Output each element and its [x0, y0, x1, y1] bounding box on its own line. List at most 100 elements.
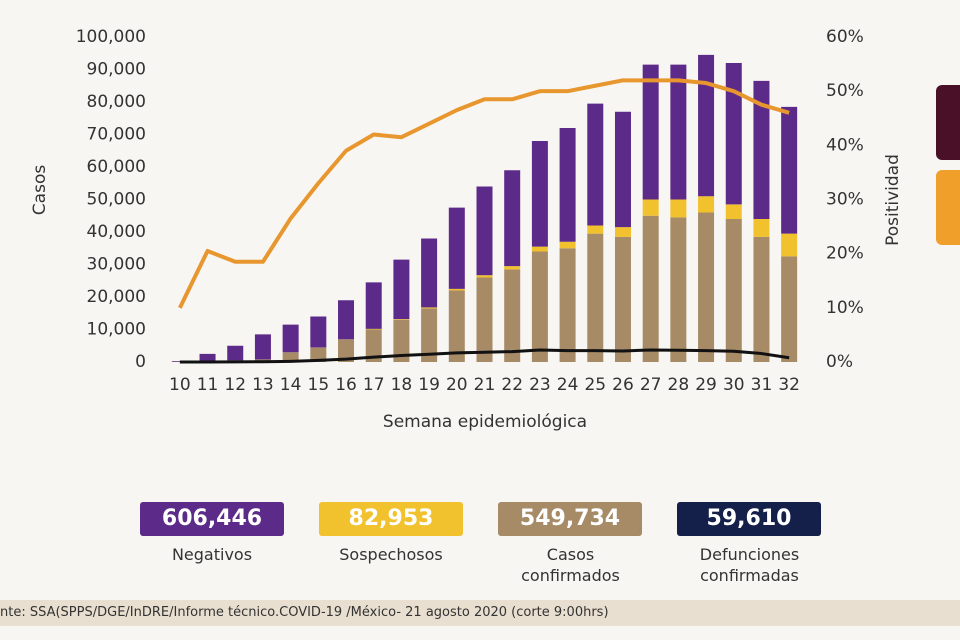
- bar-segment: [559, 241, 576, 249]
- bar-segment: [365, 282, 382, 329]
- bar-segment: [393, 319, 410, 362]
- bar-segment: [698, 54, 715, 197]
- total-label: Negativos: [171, 545, 253, 564]
- x-tick-label: 17: [363, 375, 385, 395]
- bar-segment: [781, 106, 798, 234]
- bar-segment: [476, 275, 493, 278]
- bar-segment: [227, 345, 244, 361]
- x-tick-label: 22: [501, 375, 523, 395]
- bar-segment: [753, 219, 770, 237]
- y-tick-label: 70,000: [87, 125, 146, 145]
- y2-axis-label: Positividad: [883, 154, 903, 246]
- bar-segment: [338, 339, 355, 362]
- bar-segment: [421, 308, 438, 362]
- y2-tick-label: 50%: [826, 81, 864, 101]
- x-tick-label: 29: [695, 375, 717, 395]
- x-tick-label: 23: [529, 375, 551, 395]
- y-tick-label: 60,000: [87, 157, 146, 177]
- x-tick-label: 10: [169, 375, 191, 395]
- bar-segment: [698, 196, 715, 213]
- bar-segment: [614, 111, 631, 228]
- footer: nte: SSA(SPPS/DGE/InDRE/Informe técnico.…: [0, 600, 960, 626]
- x-tick-label: 26: [612, 375, 634, 395]
- bar-segment: [448, 288, 465, 291]
- bar-segment: [365, 328, 382, 330]
- bar-segment: [310, 316, 327, 348]
- bar-segment: [670, 64, 687, 200]
- line-series: [178, 78, 790, 309]
- y-tick-label: 30,000: [87, 255, 146, 275]
- total-box: 59,610: [677, 502, 821, 536]
- bar-segment: [587, 103, 604, 226]
- x-tick-label: 19: [418, 375, 440, 395]
- bar-segment: [753, 236, 770, 362]
- bar-segment: [614, 236, 631, 362]
- y-tick-label: 100,000: [76, 27, 146, 47]
- y2-tick-label: 0%: [826, 352, 853, 372]
- x-tick-label: 24: [557, 375, 579, 395]
- bar-segment: [282, 324, 299, 353]
- x-tick-label: 28: [668, 375, 690, 395]
- line-series: [179, 348, 790, 364]
- x-tick-label: 13: [252, 375, 274, 395]
- bar-segment: [531, 141, 548, 247]
- bar-segment: [559, 248, 576, 362]
- bar-segment: [642, 64, 659, 200]
- y-tick-label: 10,000: [87, 320, 146, 340]
- bar-segment: [448, 290, 465, 362]
- bar-segment: [587, 225, 604, 234]
- x-tick-label: 15: [308, 375, 330, 395]
- total-label: Sospechosos: [339, 545, 443, 564]
- bar-segment: [310, 347, 327, 362]
- x-tick-label: 16: [335, 375, 357, 395]
- x-tick-label: 27: [640, 375, 662, 395]
- x-tick-label: 14: [280, 375, 302, 395]
- bar-segment: [725, 204, 742, 219]
- bar-segment: [448, 207, 465, 289]
- total-box: 549,734: [498, 502, 642, 536]
- total-label: Defunciones confirmadas: [699, 545, 800, 585]
- bar-segment: [504, 269, 521, 362]
- bar-segment: [338, 300, 355, 340]
- bar-segment: [282, 352, 299, 362]
- y2-tick-label: 20%: [826, 244, 864, 264]
- bar-segment: [476, 186, 493, 276]
- bar-segment: [421, 238, 438, 308]
- y-tick-label: 90,000: [87, 60, 146, 80]
- bar-segment: [365, 329, 382, 362]
- bar-segment: [670, 199, 687, 218]
- y-tick-label: 80,000: [87, 92, 146, 112]
- x-tick-label: 12: [224, 375, 246, 395]
- y2-tick-label: 60%: [826, 27, 864, 47]
- y-tick-label: 0: [135, 352, 146, 372]
- x-tick-label: 11: [197, 375, 219, 395]
- bar-segment: [725, 219, 742, 362]
- y-tick-label: 20,000: [87, 287, 146, 307]
- x-tick-label: 32: [778, 375, 800, 395]
- y-tick-label: 50,000: [87, 190, 146, 210]
- legend-swatch: [936, 85, 960, 160]
- bar-segment: [781, 256, 798, 362]
- bar-segment: [421, 307, 438, 309]
- total-box: 82,953: [319, 502, 463, 536]
- bar-segment: [393, 259, 410, 320]
- total-box: 606,446: [140, 502, 284, 536]
- x-tick-label: 18: [391, 375, 413, 395]
- bar-segment: [587, 233, 604, 362]
- bar-segment: [698, 212, 715, 362]
- bar-segment: [642, 199, 659, 216]
- x-tick-label: 25: [584, 375, 606, 395]
- bar-segment: [781, 233, 798, 257]
- y2-tick-label: 40%: [826, 135, 864, 155]
- x-tick-label: 20: [446, 375, 468, 395]
- bar-segment: [199, 353, 216, 362]
- y-tick-label: 40,000: [87, 222, 146, 242]
- x-tick-label: 21: [474, 375, 496, 395]
- bar-segment: [504, 170, 521, 267]
- bar-segment: [254, 334, 271, 360]
- bar-segment: [559, 128, 576, 242]
- bar-segment: [725, 63, 742, 205]
- bar-segment: [642, 215, 659, 362]
